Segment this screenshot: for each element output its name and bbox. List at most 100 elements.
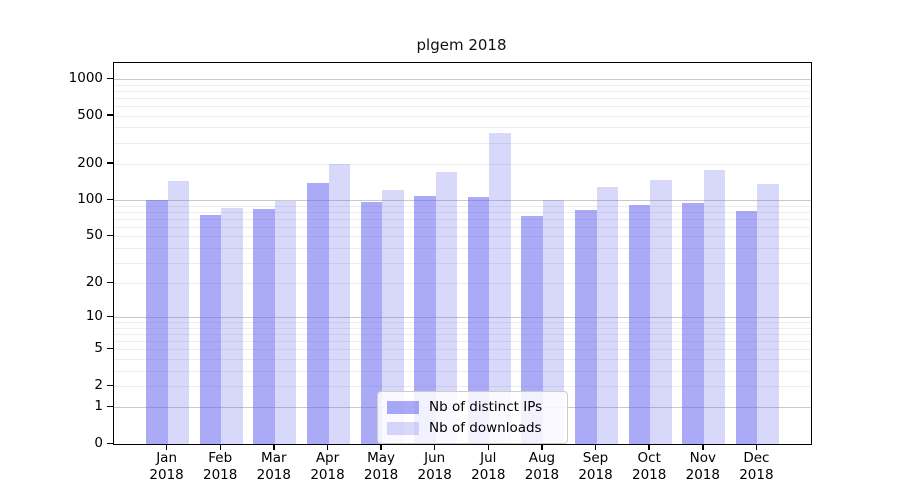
x-tick-month: Aug [528, 450, 556, 466]
legend-label-downloads: Nb of downloads [429, 420, 542, 436]
minor-gridline [114, 90, 811, 92]
y-tick-mark [107, 405, 113, 408]
bar-ips-apr [307, 183, 329, 444]
plot-area: Nb of distinct IPs Nb of downloads [113, 62, 812, 445]
x-tick-month: Mar [261, 450, 287, 466]
major-gridline [114, 79, 811, 80]
bar-downloads-aug [542, 200, 565, 444]
y-tick-mark [107, 384, 113, 386]
minor-gridline [114, 211, 811, 213]
minor-gridline [114, 359, 811, 360]
bar-downloads-mar [274, 201, 297, 444]
minor-gridline [114, 262, 811, 264]
x-tick-label: Apr 2018 [301, 450, 355, 484]
legend-swatch-downloads-icon [387, 421, 419, 435]
bar-ips-dec [735, 210, 758, 444]
x-tick-label: Mar 2018 [247, 450, 301, 484]
x-tick-year: 2018 [203, 467, 238, 483]
x-tick-month: Jun [424, 450, 446, 466]
x-tick-label: Dec 2018 [729, 450, 783, 484]
y-tick-mark [107, 162, 113, 164]
x-tick-year: 2018 [632, 467, 667, 483]
minor-gridline [114, 205, 811, 207]
minor-gridline [114, 106, 811, 107]
bar-downloads-jun [435, 172, 458, 444]
legend-item-distinct-ips: Nb of distinct IPs [387, 399, 557, 415]
x-tick-year: 2018 [363, 467, 399, 483]
minor-gridline [114, 386, 811, 387]
bar-ips-feb [199, 215, 222, 444]
x-tick-month: Oct [637, 450, 661, 466]
minor-gridline [114, 236, 811, 238]
legend-swatch-distinct-ips-icon [387, 400, 419, 414]
minor-gridline [114, 283, 811, 285]
minor-gridline [114, 327, 811, 329]
bar-downloads-jan [167, 180, 190, 444]
x-tick-mark [219, 444, 221, 450]
y-tick-mark [107, 281, 113, 284]
x-tick-month: Dec [743, 450, 770, 466]
x-tick-mark [165, 444, 168, 450]
x-tick-mark [380, 444, 382, 450]
y-tick-label: 0 [94, 435, 103, 451]
y-tick-mark [107, 234, 113, 237]
bar-downloads-may [382, 190, 404, 444]
y-tick-mark [107, 114, 113, 116]
minor-gridline [114, 226, 811, 228]
y-tick-label: 2 [94, 377, 103, 393]
bar-ips-mar [253, 209, 275, 444]
x-tick-year: 2018 [524, 467, 560, 483]
x-tick-month: Sep [582, 450, 609, 466]
x-tick-year: 2018 [256, 467, 291, 483]
minor-gridline [114, 218, 811, 220]
x-tick-mark [702, 444, 704, 450]
x-tick-mark [648, 444, 650, 450]
x-tick-month: Jan [156, 450, 177, 466]
minor-gridline [114, 247, 811, 249]
x-tick-label: May 2018 [354, 450, 408, 484]
bar-ips-jul [467, 197, 490, 444]
x-tick-label: Nov 2018 [676, 450, 730, 484]
y-tick-label: 50 [85, 227, 103, 244]
x-tick-month: Jul [480, 450, 497, 466]
x-tick-month: May [367, 450, 396, 466]
bar-downloads-nov [703, 170, 726, 444]
x-tick-year: 2018 [149, 467, 184, 483]
minor-gridline [114, 341, 811, 343]
bar-ips-jan [146, 200, 168, 444]
x-tick-label: Aug 2018 [515, 450, 569, 484]
bar-ips-may [360, 202, 383, 444]
x-tick-mark [326, 444, 329, 450]
legend-item-downloads: Nb of downloads [387, 420, 557, 436]
minor-gridline [114, 142, 811, 144]
x-tick-mark [755, 444, 758, 450]
major-gridline [114, 200, 811, 202]
chart-title: plgem 2018 [416, 36, 507, 54]
y-tick-label: 10 [85, 308, 103, 325]
x-tick-month: Feb [208, 450, 233, 466]
bar-downloads-feb [221, 208, 243, 444]
x-tick-year: 2018 [417, 467, 452, 483]
x-tick-year: 2018 [578, 467, 613, 483]
y-tick-mark [107, 198, 113, 201]
minor-gridline [114, 349, 811, 351]
y-tick-mark [107, 442, 113, 444]
x-tick-mark [433, 444, 436, 450]
x-tick-label: Feb 2018 [193, 450, 247, 484]
x-tick-label: Jun 2018 [408, 450, 462, 484]
minor-gridline [114, 115, 811, 117]
x-tick-year: 2018 [685, 467, 720, 483]
minor-gridline [114, 334, 811, 336]
x-tick-mark [541, 444, 543, 450]
x-tick-mark [594, 444, 597, 450]
minor-gridline [114, 84, 811, 86]
y-tick-label: 200 [77, 154, 103, 171]
x-tick-year: 2018 [471, 467, 506, 483]
y-tick-mark [107, 347, 113, 350]
minor-gridline [114, 127, 811, 129]
x-tick-label: Jan 2018 [140, 450, 194, 484]
y-tick-label: 20 [85, 274, 103, 291]
x-tick-year: 2018 [739, 467, 774, 483]
minor-gridline [114, 370, 811, 372]
